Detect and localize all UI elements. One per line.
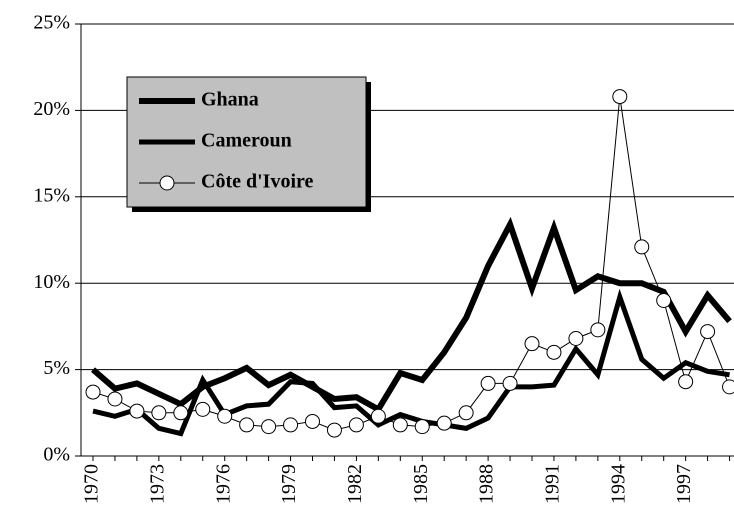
y-tick-label: 25% bbox=[33, 12, 70, 34]
legend-label: Côte d'Ivoire bbox=[201, 171, 314, 193]
point bbox=[173, 405, 189, 421]
point bbox=[129, 403, 145, 419]
point bbox=[370, 408, 386, 424]
point bbox=[524, 336, 540, 352]
point bbox=[151, 405, 167, 421]
point bbox=[502, 375, 518, 391]
x-tick-label: 1991 bbox=[542, 464, 564, 504]
point bbox=[480, 375, 496, 391]
point bbox=[348, 417, 364, 433]
point bbox=[195, 401, 211, 417]
x-tick-label: 1979 bbox=[278, 464, 300, 504]
point bbox=[568, 330, 584, 346]
legend-label: Ghana bbox=[201, 89, 259, 111]
legend-marker bbox=[159, 175, 175, 191]
point bbox=[392, 417, 408, 433]
y-tick-label: 5% bbox=[43, 357, 70, 379]
x-tick-label: 1976 bbox=[212, 464, 234, 504]
point bbox=[436, 415, 452, 431]
y-tick-label: 20% bbox=[33, 98, 70, 120]
x-tick-label: 1982 bbox=[344, 464, 366, 504]
point bbox=[722, 379, 734, 395]
legend-label: Cameroun bbox=[201, 130, 292, 152]
point bbox=[85, 384, 101, 400]
x-tick-label: 1988 bbox=[476, 464, 498, 504]
y-tick-label: 0% bbox=[43, 444, 70, 466]
x-tick-label: 1997 bbox=[673, 464, 695, 504]
y-tick-label: 10% bbox=[33, 271, 70, 293]
point bbox=[612, 89, 628, 105]
point bbox=[458, 405, 474, 421]
point bbox=[326, 422, 342, 438]
point bbox=[700, 324, 716, 340]
x-tick-label: 1970 bbox=[81, 464, 103, 504]
point bbox=[634, 239, 650, 255]
point bbox=[217, 408, 233, 424]
point bbox=[678, 374, 694, 390]
point bbox=[414, 419, 430, 435]
y-tick-label: 15% bbox=[33, 184, 70, 206]
point bbox=[546, 344, 562, 360]
point bbox=[283, 417, 299, 433]
series-line bbox=[91, 216, 732, 414]
x-tick-label: 1973 bbox=[146, 464, 168, 504]
point bbox=[107, 391, 123, 407]
series-line bbox=[92, 288, 730, 437]
point bbox=[261, 419, 277, 435]
point bbox=[590, 322, 606, 338]
point bbox=[305, 413, 320, 429]
x-tick-label: 1985 bbox=[410, 464, 432, 504]
point bbox=[239, 417, 255, 433]
point bbox=[656, 292, 672, 308]
x-tick-label: 1994 bbox=[607, 464, 629, 504]
